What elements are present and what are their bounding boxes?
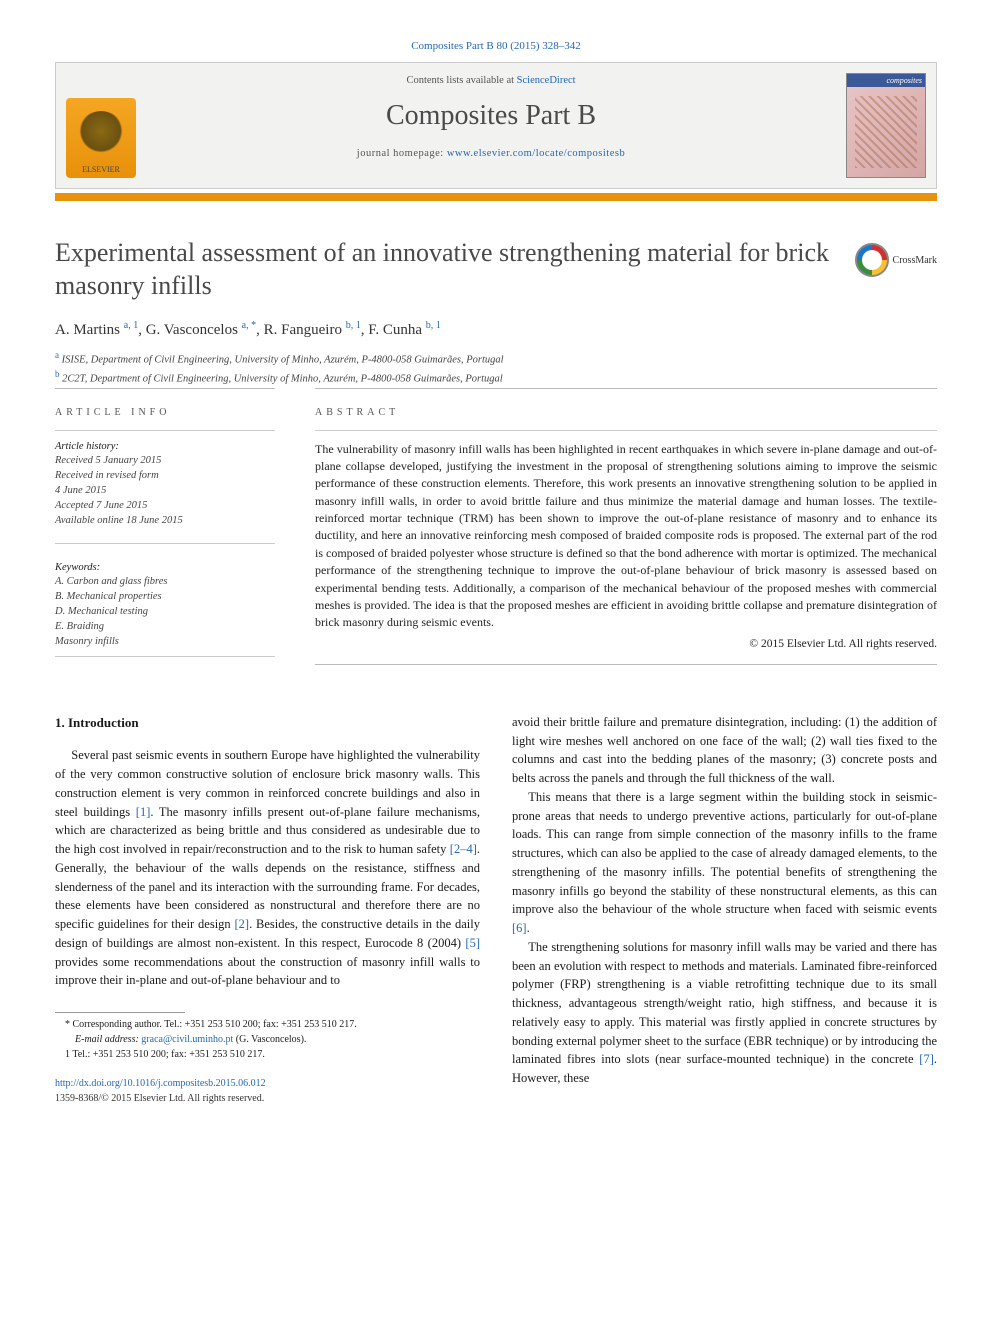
author-email-link[interactable]: graca@civil.uminho.pt — [141, 1034, 233, 1045]
issn-copyright: 1359-8368/© 2015 Elsevier Ltd. All right… — [55, 1093, 264, 1104]
body-col-right: avoid their brittle failure and prematur… — [512, 713, 937, 1106]
history-line: Received in revised form — [55, 468, 275, 483]
authors-line: A. Martins a, 1, G. Vasconcelos a, *, R.… — [55, 320, 937, 339]
article-info-block: ARTICLE INFO Article history: Received 5… — [55, 388, 275, 665]
email-line: E-mail address: graca@civil.uminho.pt (G… — [55, 1032, 480, 1047]
publisher-logo-slot: ELSEVIER — [56, 63, 146, 188]
history-line: Accepted 7 June 2015 — [55, 498, 275, 513]
crossmark-label: CrossMark — [893, 255, 937, 266]
abstract-bottom-divider — [315, 664, 937, 665]
affiliation: a ISISE, Department of Civil Engineering… — [55, 349, 937, 368]
header-center: Contents lists available at ScienceDirec… — [146, 63, 836, 188]
footnotes: * Corresponding author. Tel.: +351 253 5… — [55, 1017, 480, 1062]
journal-homepage: journal homepage: www.elsevier.com/locat… — [146, 148, 836, 159]
abstract-divider — [315, 430, 937, 431]
article-title: Experimental assessment of an innovative… — [55, 237, 839, 302]
history-label: Article history: — [55, 441, 275, 452]
body-paragraph: avoid their brittle failure and prematur… — [512, 713, 937, 788]
abstract-block: ABSTRACT The vulnerability of masonry in… — [315, 388, 937, 665]
tel-line: 1 Tel.: +351 253 510 200; fax: +351 253 … — [55, 1047, 480, 1062]
body-col-left: 1. Introduction Several past seismic eve… — [55, 713, 480, 1106]
elsevier-label: ELSEVIER — [82, 165, 120, 174]
history-line: Available online 18 June 2015 — [55, 513, 275, 528]
corresponding-author: * Corresponding author. Tel.: +351 253 5… — [55, 1017, 480, 1032]
history-line: Received 5 January 2015 — [55, 453, 275, 468]
contents-available: Contents lists available at ScienceDirec… — [146, 75, 836, 86]
keyword: E. Braiding — [55, 619, 275, 634]
sciencedirect-link[interactable]: ScienceDirect — [517, 75, 576, 86]
doi-link[interactable]: http://dx.doi.org/10.1016/j.compositesb.… — [55, 1078, 266, 1089]
keyword: D. Mechanical testing — [55, 604, 275, 619]
info-divider — [55, 543, 275, 544]
orange-divider — [55, 193, 937, 201]
keyword: A. Carbon and glass fibres — [55, 574, 275, 589]
body-columns: 1. Introduction Several past seismic eve… — [55, 713, 937, 1106]
info-divider — [55, 656, 275, 657]
contents-prefix: Contents lists available at — [406, 75, 516, 86]
cover-title: composites — [847, 74, 925, 87]
elsevier-logo[interactable]: ELSEVIER — [66, 98, 136, 178]
keywords-label: Keywords: — [55, 562, 275, 573]
keyword: B. Mechanical properties — [55, 589, 275, 604]
cover-art-icon — [847, 87, 925, 177]
elsevier-tree-icon — [76, 111, 126, 161]
doi-block: http://dx.doi.org/10.1016/j.compositesb.… — [55, 1076, 480, 1106]
body-paragraph: This means that there is a large segment… — [512, 788, 937, 938]
crossmark-badge[interactable]: CrossMark — [855, 243, 937, 277]
abstract-heading: ABSTRACT — [315, 407, 937, 418]
journal-cover-thumb[interactable]: composites — [846, 73, 926, 178]
author: F. Cunha b, 1 — [368, 322, 441, 338]
body-paragraph: The strengthening solutions for masonry … — [512, 938, 937, 1088]
citation[interactable]: Composites Part B 80 (2015) 328–342 — [55, 40, 937, 52]
keyword: Masonry infills — [55, 634, 275, 649]
email-paren: (G. Vasconcelos). — [236, 1034, 307, 1045]
journal-name: Composites Part B — [146, 100, 836, 132]
homepage-prefix: journal homepage: — [357, 148, 447, 159]
article-info-heading: ARTICLE INFO — [55, 407, 275, 418]
body-paragraph: Several past seismic events in southern … — [55, 746, 480, 990]
info-divider — [55, 430, 275, 431]
footnote-divider — [55, 1012, 185, 1013]
affiliation: b 2C2T, Department of Civil Engineering,… — [55, 368, 937, 387]
author: A. Martins a, 1 — [55, 322, 138, 338]
journal-header: ELSEVIER Contents lists available at Sci… — [55, 62, 937, 189]
author: G. Vasconcelos a, * — [146, 322, 256, 338]
homepage-link[interactable]: www.elsevier.com/locate/compositesb — [447, 148, 625, 159]
history-line: 4 June 2015 — [55, 483, 275, 498]
crossmark-icon — [855, 243, 889, 277]
abstract-copyright: © 2015 Elsevier Ltd. All rights reserved… — [315, 638, 937, 650]
cover-slot: composites — [836, 63, 936, 188]
abstract-text: The vulnerability of masonry infill wall… — [315, 441, 937, 632]
section-heading: 1. Introduction — [55, 713, 480, 733]
affiliations: a ISISE, Department of Civil Engineering… — [55, 349, 937, 388]
author: R. Fangueiro b, 1 — [264, 322, 361, 338]
email-label: E-mail address: — [75, 1034, 139, 1045]
